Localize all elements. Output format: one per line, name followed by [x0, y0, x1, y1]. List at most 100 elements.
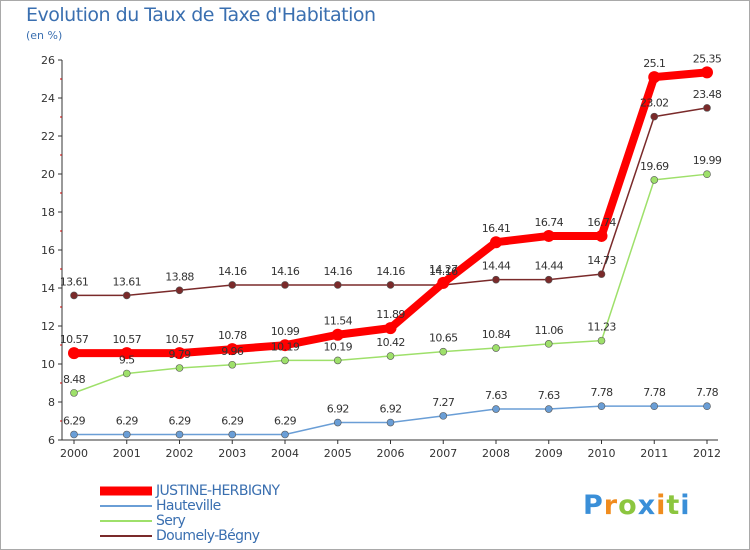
data-point	[331, 328, 344, 341]
data-point	[384, 322, 397, 335]
data-point	[439, 347, 448, 356]
data-point	[648, 71, 661, 84]
y-tick-label: 22	[41, 130, 55, 143]
data-label: 10.78	[218, 329, 247, 342]
data-label: 7.27	[432, 396, 455, 409]
data-label: 10.19	[324, 340, 353, 353]
data-label: 19.69	[640, 160, 669, 173]
legend-item-doumely-begny: Doumely-Bégny	[100, 528, 279, 543]
data-point	[70, 389, 78, 397]
data-point	[175, 286, 184, 295]
data-label: 14.44	[535, 260, 564, 273]
data-point	[386, 418, 395, 427]
data-label: 8.48	[63, 373, 86, 386]
data-point	[120, 347, 133, 360]
data-point	[597, 270, 606, 278]
data-label: 14.27	[429, 263, 458, 276]
data-point	[386, 281, 395, 289]
legend-swatch	[100, 486, 152, 495]
data-label: 25.1	[643, 57, 665, 70]
y-tick-label: 24	[41, 92, 55, 105]
data-label: 11.06	[535, 324, 564, 337]
y-tick-label: 18	[41, 206, 55, 219]
data-label: 6.92	[327, 403, 349, 416]
data-label: 14.16	[429, 265, 458, 278]
x-tick-label: 2012	[693, 447, 721, 460]
data-point	[281, 281, 289, 289]
x-tick-label: 2005	[324, 447, 352, 460]
data-point	[122, 291, 131, 300]
data-point	[333, 356, 342, 365]
data-label: 19.99	[693, 154, 722, 167]
data-point	[70, 430, 78, 439]
logo-letter: P	[583, 490, 604, 521]
data-point	[281, 430, 289, 439]
data-label: 14.16	[324, 265, 353, 278]
data-point	[279, 339, 291, 352]
y-tick-label: 12	[41, 320, 55, 333]
y-tick-label: 10	[41, 358, 55, 371]
legend-item-hauteville: Hauteville	[100, 498, 279, 513]
legend-item-justine-herbigny: JUSTINE-HERBIGNY	[100, 483, 280, 498]
data-point	[650, 112, 659, 121]
data-point	[226, 343, 239, 356]
data-label: 6.29	[63, 414, 86, 427]
data-label: 10.84	[482, 328, 511, 341]
data-point	[333, 281, 342, 289]
data-point	[492, 405, 500, 413]
data-label: 10.99	[271, 325, 300, 338]
data-label: 6.29	[221, 414, 244, 427]
x-tick-label: 2007	[429, 447, 457, 460]
legend-label: Doumely-Bégny	[156, 527, 260, 544]
logo-letter: x	[637, 490, 657, 521]
logo-letter: o	[618, 490, 638, 521]
data-point	[437, 276, 450, 289]
legend-item-sery: Sery	[100, 513, 279, 528]
data-label: 11.23	[587, 321, 616, 334]
proxiti-logo: Proxiti	[583, 490, 691, 521]
x-tick-label: 2008	[482, 447, 510, 460]
data-label: 13.61	[113, 275, 142, 288]
legend-swatch	[100, 534, 152, 537]
data-label: 6.29	[274, 414, 297, 427]
data-point	[386, 352, 395, 360]
data-point	[228, 360, 237, 369]
y-tick-label: 6	[48, 434, 55, 447]
y-tick-label: 16	[41, 244, 55, 257]
data-label: 11.54	[324, 315, 353, 328]
data-point	[175, 430, 184, 439]
data-label: 9.5	[119, 354, 135, 367]
data-point	[703, 170, 711, 178]
data-label: 10.19	[271, 340, 300, 353]
data-label: 9.96	[221, 345, 244, 358]
data-label: 10.57	[60, 333, 89, 346]
data-label: 10.42	[376, 336, 405, 349]
data-point	[70, 291, 78, 300]
data-point	[492, 275, 500, 284]
data-point	[597, 336, 606, 345]
data-label: 25.35	[693, 52, 722, 65]
data-point	[492, 344, 500, 352]
x-tick-label: 2003	[218, 447, 246, 460]
data-point	[544, 340, 553, 348]
data-label: 6.29	[116, 414, 139, 427]
data-point	[228, 281, 237, 289]
x-tick-label: 2006	[377, 447, 405, 460]
data-point	[701, 66, 713, 79]
x-tick-label: 2009	[535, 447, 563, 460]
y-tick-label: 26	[41, 54, 55, 67]
logo-letter: r	[603, 490, 619, 521]
legend: JUSTINE-HERBIGNY Hauteville Sery Doumely…	[100, 483, 280, 543]
data-label: 23.02	[640, 97, 669, 110]
x-tick-label: 2004	[271, 447, 299, 460]
data-label: 10.57	[165, 333, 194, 346]
data-label: 14.73	[587, 254, 616, 267]
data-point	[68, 347, 80, 360]
logo-letter: i	[656, 490, 667, 521]
data-label: 6.29	[168, 414, 191, 427]
chart-subtitle: (en %)	[26, 29, 63, 42]
x-tick-label: 2000	[60, 447, 88, 460]
data-point	[595, 229, 608, 242]
data-point	[228, 430, 237, 439]
